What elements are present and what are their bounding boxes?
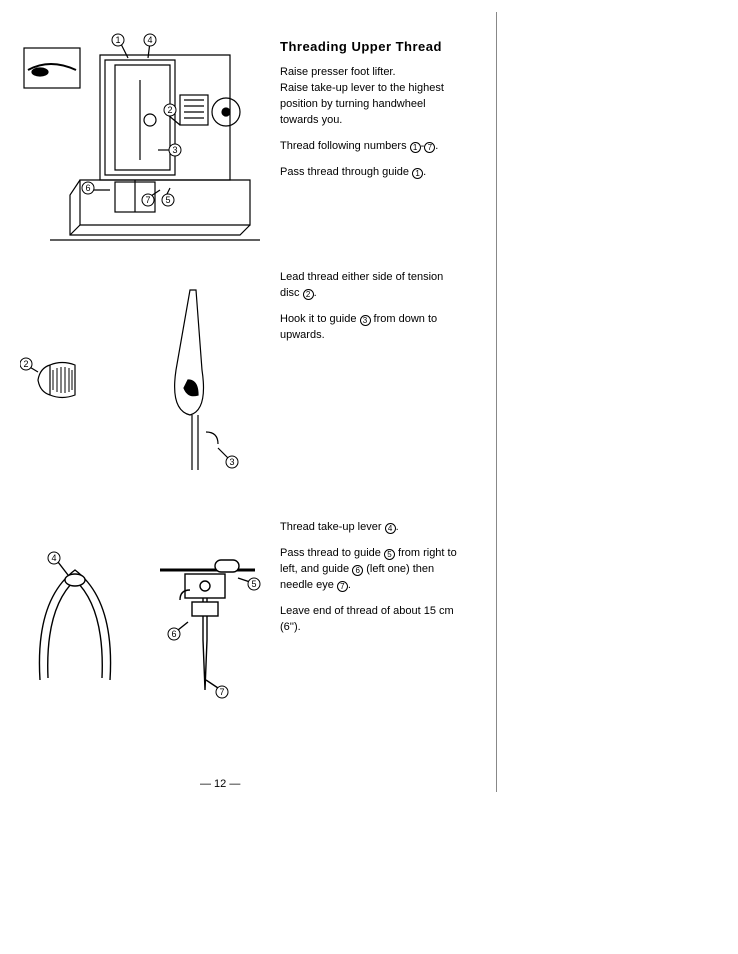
figure-1-svg: 1 4 2 3 6 7 5: [20, 30, 270, 250]
num-3: 3: [360, 315, 371, 326]
figure-2-svg: 2 3: [20, 280, 270, 480]
text-section-3: Thread take-up lever 4. Pass thread to g…: [280, 520, 460, 646]
s2p1: Lead thread either side of tension disc …: [280, 270, 460, 302]
figure-3: 4 5 6 7: [20, 530, 270, 730]
s1p2: Raise take-up lever to the highest posit…: [280, 82, 444, 126]
figure-3-svg: 4 5 6 7: [20, 530, 270, 730]
callout-5b: 5: [251, 579, 256, 589]
s1p4c: .: [423, 166, 426, 178]
page-content: 1 4 2 3 6 7 5 Threading Upper Thread Rai…: [20, 30, 480, 790]
s1p4a: Pass thread through guide: [280, 166, 412, 178]
figure-1: 1 4 2 3 6 7 5: [20, 30, 270, 250]
s2p2a: Hook it to guide: [280, 313, 360, 325]
num-1: 1: [410, 142, 421, 153]
callout-4a: 4: [147, 35, 152, 45]
s3p1: Thread take-up lever 4.: [280, 520, 460, 536]
num-7: 7: [424, 142, 435, 153]
s3p1c: .: [396, 521, 399, 533]
s3p3: Leave end of thread of about 15 cm (6'')…: [280, 604, 460, 636]
callout-3b: 3: [229, 457, 234, 467]
s3p2g: .: [348, 579, 351, 591]
callout-6: 6: [85, 183, 90, 193]
s2p2: Hook it to guide 3 from down to upwards.: [280, 312, 460, 344]
callout-2b: 2: [23, 359, 28, 369]
text-section-2: Lead thread either side of tension disc …: [280, 270, 460, 354]
column-divider: [496, 12, 497, 792]
num-7b: 7: [337, 581, 348, 592]
section-title: Threading Upper Thread: [280, 38, 460, 57]
s3p2a: Pass thread to guide: [280, 547, 384, 559]
figure-2: 2 3: [20, 280, 270, 480]
num-4: 4: [385, 523, 396, 534]
num-5: 5: [384, 549, 395, 560]
callout-7: 7: [145, 195, 150, 205]
s1-line: Raise presser foot lifter. Raise take-up…: [280, 65, 460, 129]
page-number: — 12 —: [200, 778, 240, 790]
num-2: 2: [303, 289, 314, 300]
s2p1c: .: [314, 287, 317, 299]
s3p1a: Thread take-up lever: [280, 521, 385, 533]
text-section-1: Threading Upper Thread Raise presser foo…: [280, 38, 460, 190]
callout-2: 2: [167, 105, 172, 115]
callout-6b: 6: [171, 629, 176, 639]
s1p3a: Thread following numbers: [280, 140, 410, 152]
num-1b: 1: [412, 168, 423, 179]
s3p2: Pass thread to guide 5 from right to lef…: [280, 546, 460, 594]
num-6: 6: [352, 565, 363, 576]
s1p1: Raise presser foot lifter.: [280, 66, 396, 78]
callout-5: 5: [165, 195, 170, 205]
s1p3e: .: [435, 140, 438, 152]
s1p3: Thread following numbers 1-7.: [280, 139, 460, 155]
s1p4: Pass thread through guide 1.: [280, 165, 460, 181]
callout-7b: 7: [219, 687, 224, 697]
callout-4b: 4: [51, 553, 56, 563]
callout-3: 3: [172, 145, 177, 155]
callout-1: 1: [115, 35, 120, 45]
